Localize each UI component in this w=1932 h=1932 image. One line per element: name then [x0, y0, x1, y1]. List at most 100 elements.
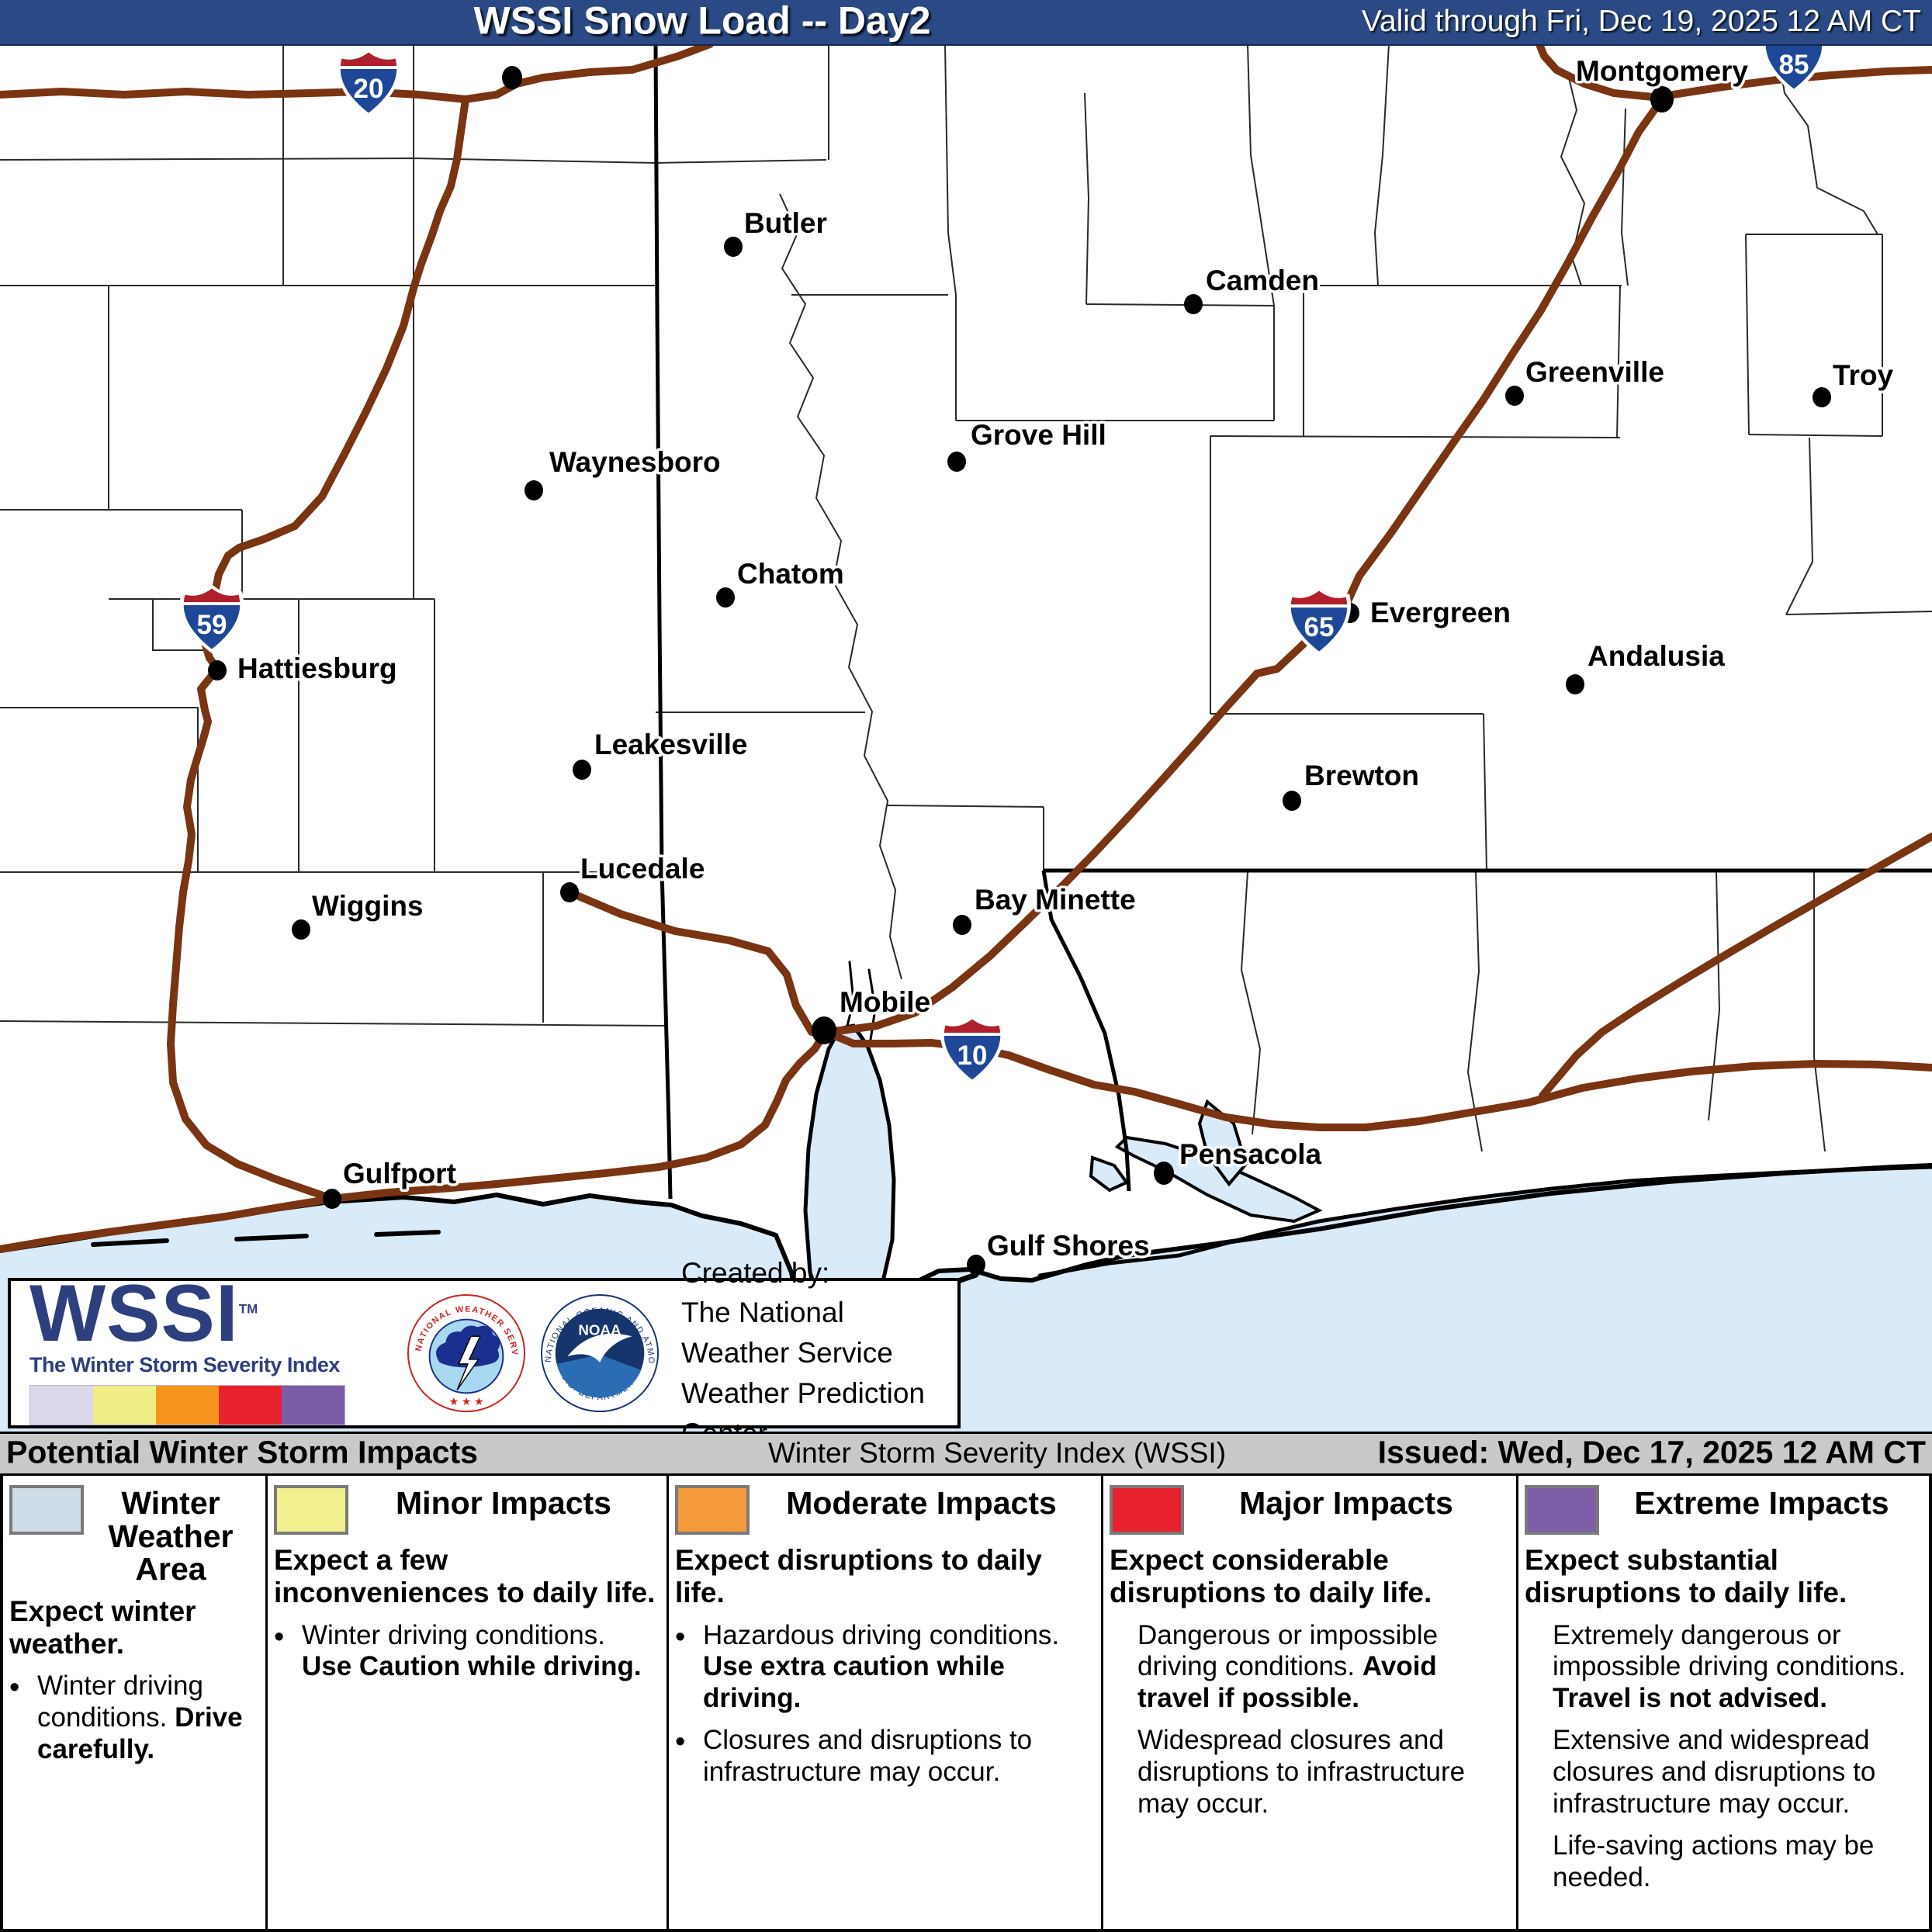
legend-title: Major Impacts [1239, 1485, 1453, 1521]
legend-lead: Expect considerable disruptions to daily… [1110, 1544, 1432, 1608]
legend-item: • Winter driving conditions. Use Caution … [274, 1619, 642, 1682]
interstate-number: 20 [354, 74, 384, 104]
created-by-text: Created by: The National Weather Service… [681, 1256, 925, 1449]
interstate-shield: 20 [337, 48, 400, 117]
delta-stream [844, 961, 855, 1034]
tm-mark: TM [238, 1301, 258, 1317]
city-marker: Grove Hill [947, 417, 1109, 472]
city-label: Mobile [840, 986, 930, 1018]
legend-column-winter-weather: Winter Weather Area Expect winter weathe… [3, 1476, 265, 1932]
city-marker: Greenville [1505, 354, 1667, 406]
city-marker: Brewton [1283, 757, 1422, 811]
legend-title-bar: Potential Winter Storm Impacts Winter St… [0, 1432, 1932, 1476]
city-label: Camden [1206, 265, 1319, 296]
noaa-label: NOAA [578, 1321, 621, 1338]
minor-impacts-swatch [274, 1485, 348, 1535]
road-i65 [822, 95, 1666, 1035]
legend-title: Extreme Impacts [1634, 1485, 1889, 1521]
interstate-number: 85 [1779, 50, 1809, 80]
city-label: Montgomery [1576, 55, 1748, 87]
potential-impacts-label: Potential Winter Storm Impacts [6, 1434, 478, 1470]
city-label: Leakesville [594, 729, 747, 760]
city-marker [502, 66, 522, 89]
legend-item: • Hazardous driving conditions. Use extra… [675, 1619, 1060, 1713]
city-marker: Gulfport [323, 1155, 459, 1209]
legend-item: • Winter driving conditions. Drive carefu… [9, 1671, 243, 1764]
city-label: Evergreen [1370, 597, 1511, 628]
interstate-number: 65 [1304, 612, 1335, 642]
wssi-logo-box: WSSITM The Winter Storm Severity Index N… [8, 1257, 961, 1449]
city-marker: Mobile [812, 984, 933, 1044]
city-marker: Lucedale [560, 850, 708, 902]
legend-item: Life-saving actions may be needed. [1553, 1830, 1875, 1892]
city-label: Hattiesburg [237, 653, 397, 684]
impact-legend: Winter Weather Area Expect winter weathe… [0, 1476, 1932, 1932]
city-label: Brewton [1304, 760, 1419, 791]
wssi-index-label: Winter Storm Severity Index (WSSI) [767, 1436, 1227, 1469]
city-label: Grove Hill [971, 419, 1106, 451]
wssi-tagline: The Winter Storm Severity Index [29, 1353, 340, 1377]
city-marker: Evergreen [1341, 594, 1514, 632]
legend-item: Widespread closures and disruptions to i… [1137, 1725, 1466, 1819]
wssi-scale-cell [156, 1386, 219, 1425]
wssi-scale-cell [219, 1386, 282, 1425]
barrier-island [91, 1238, 169, 1247]
wssi-scale-cell [282, 1386, 345, 1425]
city-marker: Montgomery [1574, 53, 1751, 113]
legend-lead: Expect disruptions to daily life. [675, 1544, 1042, 1608]
city-marker: Waynesboro [525, 444, 723, 500]
legend-title: Moderate Impacts [786, 1485, 1057, 1521]
city-label: Butler [744, 207, 827, 239]
city-marker: Bay Minette [953, 881, 1138, 935]
city-label: Wiggins [312, 890, 424, 922]
road-i59-us49 [167, 95, 469, 1203]
city-label: Pensacola [1179, 1138, 1321, 1170]
road-i20 [0, 88, 469, 103]
stars-decoration: ★ ★ ★ [449, 1395, 484, 1407]
city-label: Chatom [737, 558, 844, 590]
wssi-branding: WSSITM The Winter Storm Severity Index [11, 1268, 394, 1426]
valid-through-text: Valid through Fri, Dec 19, 2025 12 AM CT [1361, 4, 1921, 38]
wssi-wordmark: WSSITM [29, 1268, 258, 1359]
legend-lead: Expect a few inconveniences to daily lif… [274, 1544, 656, 1608]
city-marker: Wiggins [292, 888, 426, 940]
barrier-island [374, 1230, 441, 1237]
seagull-icon [567, 1333, 632, 1362]
legend-title: Minor Impacts [396, 1485, 611, 1521]
city-label: Troy [1833, 359, 1894, 391]
water-pensacola-bay [1114, 1135, 1323, 1224]
lightning-icon [456, 1335, 481, 1390]
issued-timestamp: Issued: Wed, Dec 17, 2025 12 AM CT [1377, 1434, 1926, 1470]
interstate-number: 59 [197, 610, 227, 640]
city-label: Greenville [1525, 356, 1664, 388]
city-marker: Butler [724, 205, 829, 257]
nws-logo: NATIONAL WEATHER SERVICE ★ ★ ★ [405, 1292, 526, 1413]
city-marker: Pensacola [1154, 1136, 1324, 1185]
legend-lead: Expect winter weather. [9, 1594, 196, 1660]
legend-column-major: Major Impacts Expect considerable disrup… [1101, 1476, 1516, 1932]
noaa-logo: NATIONAL OCEANIC AND ATMOSPHERIC ADMINIS… [538, 1292, 660, 1413]
city-marker: Camden [1184, 262, 1321, 314]
page-title: WSSI Snow Load -- Day2 [473, 0, 931, 43]
city-marker: Hattiesburg [208, 650, 400, 687]
water-perdido-bay [1089, 1155, 1130, 1193]
wssi-scale-cell [93, 1386, 156, 1425]
interstate-shields: 20 85 59 65 10 [180, 24, 1826, 1084]
interstate-shield: 59 [180, 584, 244, 653]
barrier-island [234, 1234, 309, 1241]
city-label: Gulfport [343, 1158, 456, 1189]
interstate-number: 10 [957, 1040, 988, 1071]
legend-column-minor: Minor Impacts Expect a few inconvenience… [265, 1476, 667, 1932]
interstate-shield: 10 [940, 1015, 1004, 1084]
wssi-severity-scale [29, 1385, 345, 1426]
city-marker: Andalusia [1566, 638, 1728, 694]
city-marker: Leakesville [573, 726, 750, 780]
moderate-impacts-swatch [675, 1485, 750, 1535]
legend-item: Dangerous or impossible driving conditio… [1137, 1619, 1439, 1713]
legend-lead: Expect substantial disruptions to daily … [1525, 1544, 1847, 1608]
city-label: Andalusia [1587, 640, 1725, 672]
city-markers: Montgomery Butler Camden Greenville Troy Wayn… [208, 53, 1896, 1275]
city-label: Waynesboro [549, 446, 721, 478]
major-impacts-swatch [1110, 1485, 1184, 1535]
